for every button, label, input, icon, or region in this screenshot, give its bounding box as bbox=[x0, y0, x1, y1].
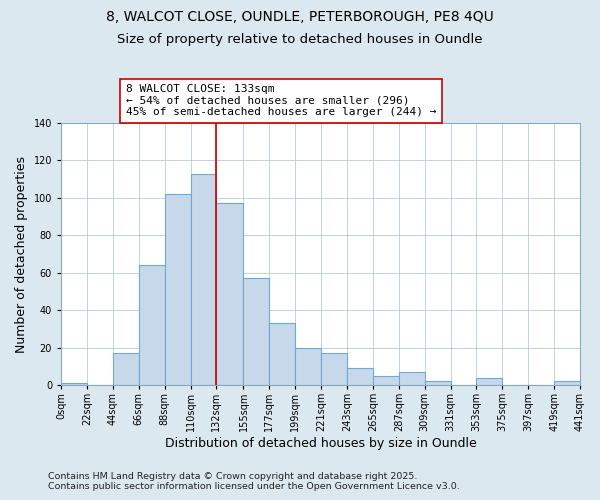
Text: Contains HM Land Registry data © Crown copyright and database right 2025.: Contains HM Land Registry data © Crown c… bbox=[48, 472, 418, 481]
Bar bbox=[269, 324, 295, 385]
Bar bbox=[321, 354, 347, 385]
Bar bbox=[295, 348, 321, 385]
Text: 8 WALCOT CLOSE: 133sqm
← 54% of detached houses are smaller (296)
45% of semi-de: 8 WALCOT CLOSE: 133sqm ← 54% of detached… bbox=[126, 84, 436, 117]
Bar bbox=[476, 378, 502, 385]
Bar bbox=[164, 194, 191, 385]
Text: 8, WALCOT CLOSE, OUNDLE, PETERBOROUGH, PE8 4QU: 8, WALCOT CLOSE, OUNDLE, PETERBOROUGH, P… bbox=[106, 10, 494, 24]
Bar bbox=[139, 266, 164, 385]
X-axis label: Distribution of detached houses by size in Oundle: Distribution of detached houses by size … bbox=[164, 437, 476, 450]
Bar bbox=[347, 368, 373, 385]
Bar bbox=[113, 354, 139, 385]
Text: Contains public sector information licensed under the Open Government Licence v3: Contains public sector information licen… bbox=[48, 482, 460, 491]
Bar bbox=[554, 382, 580, 385]
Bar bbox=[373, 376, 399, 385]
Bar bbox=[217, 204, 244, 385]
Bar bbox=[191, 174, 217, 385]
Bar bbox=[425, 382, 451, 385]
Bar bbox=[61, 384, 87, 385]
Bar bbox=[244, 278, 269, 385]
Text: Size of property relative to detached houses in Oundle: Size of property relative to detached ho… bbox=[117, 32, 483, 46]
Y-axis label: Number of detached properties: Number of detached properties bbox=[15, 156, 28, 352]
Bar bbox=[399, 372, 425, 385]
